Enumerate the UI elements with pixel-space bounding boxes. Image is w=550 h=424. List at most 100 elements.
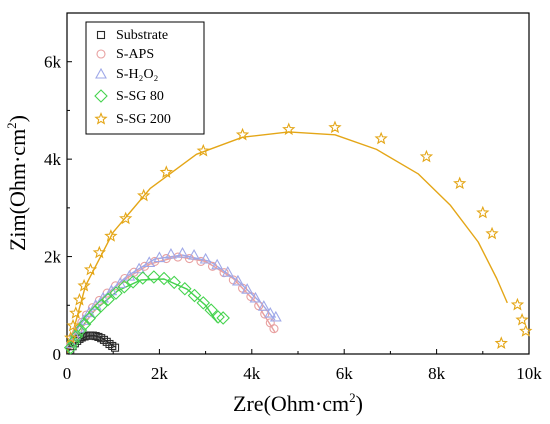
data-point [453,176,467,190]
legend-label-s-sg-200: S-SG 200 [116,112,171,127]
data-point [87,305,102,319]
data-point [99,335,109,344]
fit-curves [66,131,508,355]
legend-marker-substrate [96,30,106,40]
data-point [419,149,434,163]
x-axis-title-main: Zre(Ohm·cm [233,391,349,416]
x-tick-label: 10k [516,364,542,383]
data-point [241,283,254,294]
data-point [73,323,88,337]
data-point [196,296,211,310]
data-point [83,262,98,276]
data-point [485,226,499,240]
series-3-points [63,270,230,355]
legend-marker-shape [94,112,108,125]
data-point [221,266,234,277]
data-point [92,245,106,259]
data-point [102,337,111,346]
data-point [257,300,270,311]
x-axis-title: Zre(Ohm·cm2) [233,390,363,416]
x-tick-label: 4k [243,364,261,383]
data-point [187,288,202,303]
data-point [143,256,156,267]
legend-marker-shape [94,89,108,103]
data-point [476,205,490,219]
data-point [109,286,123,300]
data-point [196,143,210,157]
legend-marker-s-sg-200 [94,112,108,125]
data-point [519,324,533,337]
data-point [510,297,525,311]
legend-marker-s-aps [96,49,106,59]
data-point [69,306,83,319]
data-point [184,253,194,264]
data-point [269,310,282,322]
data-point [494,336,508,349]
series-4-points [64,120,533,349]
data-point [157,271,171,286]
data-point [66,335,81,349]
y-axis-title: Zim(Ohm·cm2) [4,115,30,251]
data-point [167,275,181,290]
data-point [126,275,140,289]
data-point [232,274,244,286]
data-point [108,341,117,351]
data-point [91,332,100,341]
data-point [101,292,115,307]
x-axis-title-sup: 2 [349,390,356,405]
data-points [63,120,533,355]
data-point [94,332,103,342]
data-point [89,299,102,310]
axis-ticks: 0 2k 4k 6k 8k 10k 0 2k 4k 6k [44,12,542,383]
data-point [63,340,78,355]
data-point [64,330,78,344]
data-point [72,292,87,306]
x-tick-label: 0 [63,364,72,383]
data-point [216,311,230,325]
legend-marker-shape [96,49,106,59]
data-point [135,271,150,285]
data-point [235,127,250,141]
data-point [66,318,80,332]
data-point [153,251,166,263]
data-point [110,343,120,352]
data-point [374,131,388,145]
legend-marker-shape [95,67,107,79]
y-axis-title-main: Zim(Ohm·cm [5,129,30,251]
legend-item-s-h2o2: S-H₂O₂ [95,67,159,82]
legend-label-s-aps: S-APS [116,47,154,62]
legend-label-substrate: Substrate [116,28,168,43]
data-point [515,312,529,326]
data-point [81,310,91,320]
fit-line-series-4 [66,131,508,355]
data-point [133,262,146,274]
legend-item-substrate: Substrate [96,28,168,43]
data-point [178,281,192,296]
y-axis-title-close: ) [5,115,30,122]
legend-marker-s-sg-80 [94,89,108,103]
data-point [176,247,189,258]
data-point [165,248,177,259]
legend: Substrate S-APS S-H₂O₂ S-SG 80 S-SG 200 [85,21,205,135]
x-tick-label: 2k [151,364,169,383]
data-point [94,298,108,313]
data-point [207,261,218,271]
legend-item-s-sg-80: S-SG 80 [94,89,164,104]
data-point [119,211,133,225]
data-point [269,324,279,334]
data-point [211,258,224,270]
data-point [264,306,277,318]
data-point [104,229,118,242]
x-axis-title-close: ) [356,391,363,416]
data-point [282,122,296,136]
y-tick-label: 4k [44,150,62,169]
data-point [77,278,91,292]
data-point [211,310,225,324]
data-point [204,303,218,317]
legend-item-s-sg-200: S-SG 200 [94,112,171,127]
x-tick-label: 6k [336,364,354,383]
data-point [199,252,212,264]
legend-marker-s-h2o2 [95,67,107,79]
x-tick-label: 8k [428,364,446,383]
